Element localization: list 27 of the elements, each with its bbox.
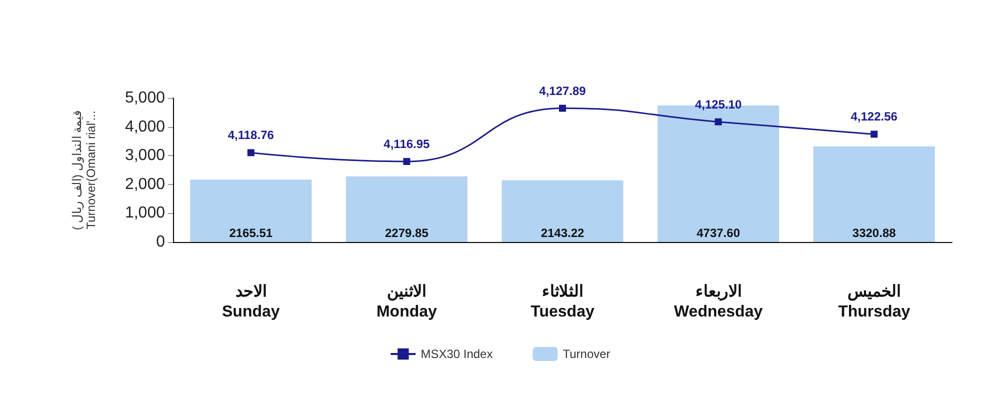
- data-label: 4,125.10: [694, 97, 742, 112]
- y-tick-label: 2,000: [124, 176, 166, 193]
- data-label: 4,127.89: [539, 84, 586, 98]
- data-label: 2165.51: [229, 226, 273, 240]
- legend-label: MSX30 Index: [420, 347, 493, 361]
- point: [403, 158, 410, 165]
- bar: [190, 180, 312, 242]
- data-label: 2279.85: [385, 226, 429, 240]
- data-label: 4,116.95: [384, 136, 430, 151]
- point: [247, 149, 254, 156]
- y-tick-label: 4,000: [124, 118, 166, 136]
- bar: [502, 180, 624, 242]
- point: [870, 130, 878, 138]
- y-tick-label: 1,000: [124, 204, 166, 222]
- data-label: 4737.60: [696, 226, 740, 240]
- data-label: 4,122.56: [850, 110, 898, 124]
- bar: [813, 146, 935, 242]
- data-label: 2143.22: [540, 226, 585, 240]
- y-tick-label: 0: [156, 234, 166, 250]
- data-label: 4,118.76: [228, 128, 274, 142]
- bar: [346, 176, 468, 242]
- point: [714, 118, 722, 126]
- point: [559, 104, 566, 112]
- y-tick-label: 5,000: [124, 90, 166, 106]
- legend-label: Turnover: [562, 347, 610, 361]
- y-tick-label: 3,000: [124, 147, 166, 164]
- data-label: 3320.88: [852, 226, 896, 240]
